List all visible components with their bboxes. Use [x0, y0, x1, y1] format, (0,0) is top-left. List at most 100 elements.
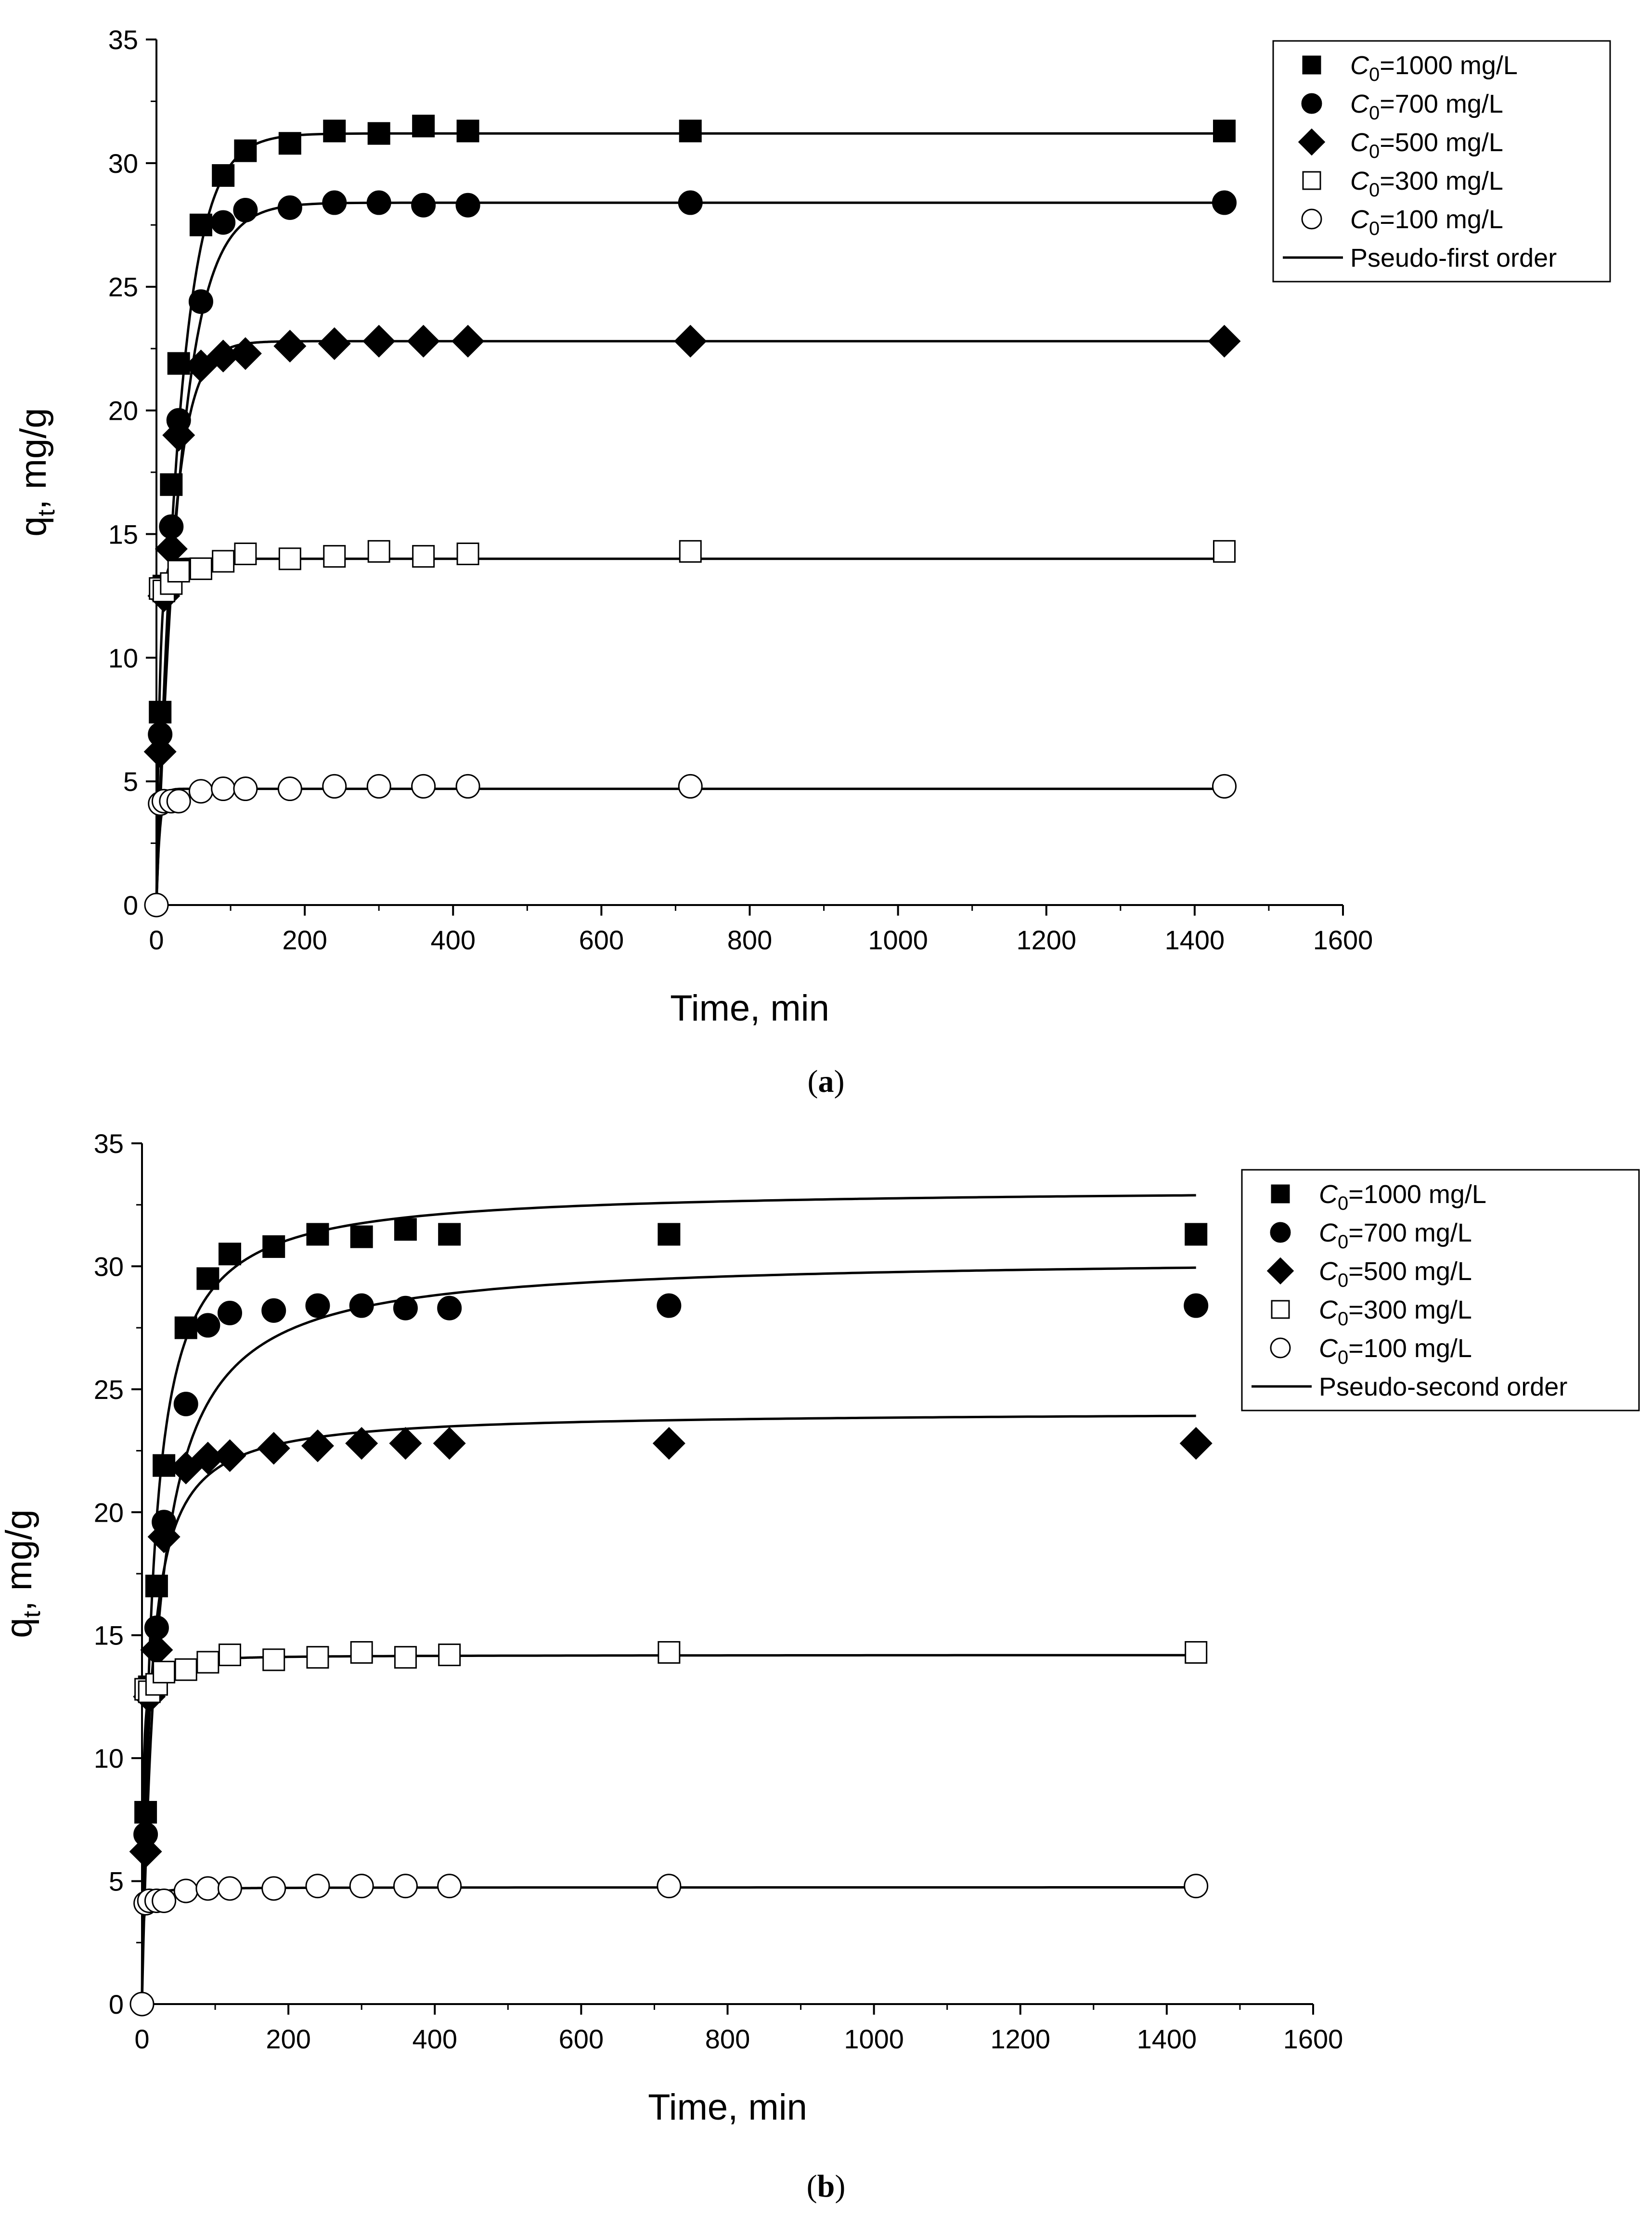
- data-point: [145, 1575, 168, 1598]
- data-point: [437, 1874, 462, 1899]
- legend-marker: [1266, 1257, 1294, 1285]
- legend-marker: [1270, 1222, 1291, 1243]
- x-tick-label: 1200: [1016, 925, 1076, 955]
- data-point: [140, 1633, 173, 1667]
- data-point: [277, 195, 302, 220]
- y-tick-label: 5: [109, 1866, 124, 1897]
- fit-curve-1: [155, 201, 1225, 906]
- legend-marker: [1271, 1300, 1290, 1319]
- series-1: [148, 190, 1237, 747]
- fit-curve-0: [155, 132, 1225, 906]
- legend-label-value: =500 mg/L: [1380, 128, 1503, 157]
- fit-curve-4: [141, 1886, 1196, 2005]
- x-axis-title: Time, min: [648, 2087, 807, 2128]
- data-point: [189, 557, 212, 580]
- data-point: [456, 543, 479, 566]
- data-point: [366, 190, 391, 215]
- data-point: [305, 1293, 330, 1318]
- legend-label: C0=700 mg/L: [1350, 90, 1503, 124]
- data-point: [438, 1644, 461, 1667]
- legend-label-symbol: C: [1350, 167, 1369, 195]
- data-point: [167, 352, 190, 375]
- data-point: [1185, 1641, 1208, 1664]
- legend: C0=1000 mg/LC0=700 mg/LC0=500 mg/LC0=300…: [1241, 1169, 1640, 1411]
- legend-marker: [1298, 128, 1326, 156]
- legend-label-subscript: 0: [1338, 1270, 1348, 1291]
- data-point: [173, 1392, 198, 1417]
- y-axis-title-main: q: [0, 1618, 39, 1638]
- legend-label-subscript: 0: [1369, 180, 1380, 201]
- data-point: [323, 119, 346, 142]
- data-point: [174, 1658, 197, 1681]
- data-point: [674, 324, 707, 358]
- legend-label-symbol: C: [1350, 51, 1369, 80]
- data-point: [217, 1876, 242, 1901]
- legend-label: C0=500 mg/L: [1350, 128, 1503, 162]
- legend-label: C0=300 mg/L: [1350, 167, 1503, 201]
- data-point: [184, 349, 218, 383]
- y-tick-label: 25: [108, 272, 138, 302]
- legend-box: [1272, 40, 1611, 283]
- data-point: [152, 1888, 177, 1913]
- data-point: [1184, 1293, 1209, 1318]
- chart-panel-b: 0 200 400 600 800 1000 1200 1400 1600 0 5 10 15 20 25 3…: [0, 1128, 1640, 2204]
- data-point: [166, 789, 191, 814]
- legend-label-value: =100 mg/L: [1380, 205, 1503, 234]
- x-tick-label: 800: [727, 925, 772, 955]
- legend-label-value: =1000 mg/L: [1348, 1180, 1486, 1209]
- data-point: [174, 1316, 197, 1339]
- data-point: [129, 1835, 162, 1868]
- data-point: [411, 774, 436, 799]
- data-point: [149, 700, 172, 724]
- legend-label: C0=1000 mg/L: [1350, 51, 1518, 85]
- legend-label-symbol: C: [1319, 1295, 1338, 1324]
- legend: C0=1000 mg/LC0=700 mg/LC0=500 mg/LC0=300…: [1272, 40, 1611, 283]
- legend-marker: [1271, 1184, 1290, 1204]
- data-point: [350, 1641, 373, 1664]
- data-point: [455, 774, 480, 799]
- y-tick-label: 35: [108, 25, 138, 55]
- data-point: [1185, 1223, 1208, 1246]
- data-point: [678, 190, 703, 215]
- y-tick-label: 0: [109, 1989, 124, 2019]
- y-tick-label: 5: [123, 766, 138, 797]
- data-point: [412, 545, 435, 568]
- y-axis-title-subscript: t: [18, 1611, 45, 1618]
- data-point: [411, 193, 436, 218]
- x-tick-label: 600: [579, 925, 624, 955]
- data-point: [188, 779, 213, 804]
- caption-close-paren: ): [835, 2169, 845, 2204]
- data-point: [153, 1454, 176, 1477]
- legend-model-label: Pseudo-first order: [1350, 244, 1557, 272]
- x-tick-label: 1000: [868, 925, 928, 955]
- legend-marker: [1302, 55, 1321, 75]
- fit-curve-3: [155, 557, 1225, 906]
- x-tick-label: 800: [705, 2024, 750, 2054]
- legend-label-symbol: C: [1319, 1257, 1338, 1286]
- data-point: [306, 1646, 329, 1669]
- data-point: [367, 540, 390, 563]
- x-tick-label: 1600: [1313, 925, 1373, 955]
- data-point: [1213, 540, 1236, 563]
- data-point: [278, 547, 301, 570]
- x-tick-label: 1400: [1165, 925, 1225, 955]
- data-point: [657, 1293, 682, 1318]
- caption-open-paren: (: [808, 1064, 818, 1099]
- data-point: [438, 1223, 461, 1246]
- panel-caption: (b): [807, 2169, 846, 2204]
- y-axis-title-unit: , mg/g: [13, 408, 54, 509]
- data-point: [144, 893, 169, 918]
- fit-curve-4: [155, 788, 1225, 906]
- data-point: [305, 1874, 330, 1899]
- x-tick-label: 1400: [1137, 2024, 1197, 2054]
- data-point: [211, 210, 236, 235]
- data-point: [657, 1874, 682, 1899]
- fit-curve-3: [141, 1654, 1196, 2005]
- data-point: [456, 119, 479, 142]
- legend-label-subscript: 0: [1338, 1347, 1348, 1368]
- legend-label-value: =700 mg/L: [1380, 90, 1503, 118]
- series-0: [149, 115, 1236, 724]
- legend-label-subscript: 0: [1338, 1308, 1348, 1330]
- legend-marker: [1301, 93, 1322, 114]
- x-tick-label: 400: [431, 925, 476, 955]
